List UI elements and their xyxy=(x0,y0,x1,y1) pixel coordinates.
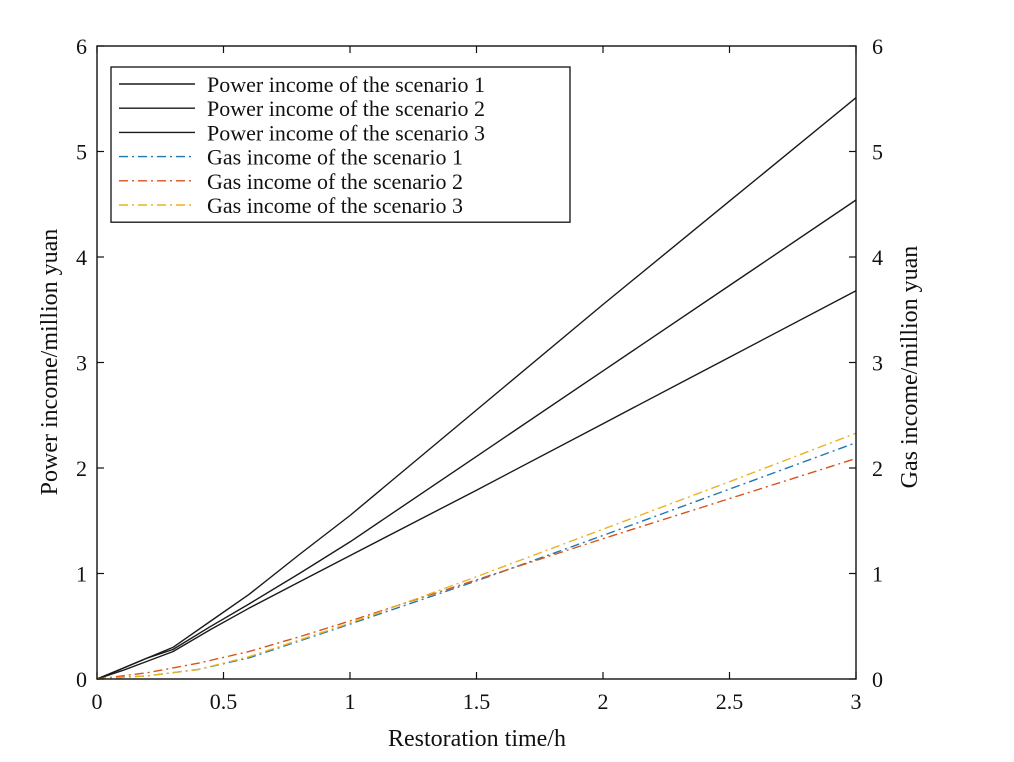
left-y-tick-label: 3 xyxy=(76,351,87,376)
x-axis-title: Restoration time/h xyxy=(388,726,566,752)
x-tick-label: 0.5 xyxy=(210,689,238,714)
right-y-tick-label: 6 xyxy=(872,34,883,59)
left-y-tick-label: 6 xyxy=(76,34,87,59)
left-y-tick-label: 0 xyxy=(76,667,87,692)
series-line-5 xyxy=(96,457,857,680)
legend-label: Gas income of the scenario 2 xyxy=(207,169,463,194)
legend-label: Gas income of the scenario 1 xyxy=(207,145,463,170)
x-tick-label: 0 xyxy=(92,689,103,714)
left-y-tick-label: 4 xyxy=(76,245,87,270)
x-tick-label: 2.5 xyxy=(716,689,744,714)
right-y-tick-label: 1 xyxy=(872,562,883,587)
series-line-2 xyxy=(96,199,857,680)
right-y-axis-title: Gas income/million yuan xyxy=(897,246,923,489)
x-tick-label: 2 xyxy=(598,689,609,714)
plot-area xyxy=(96,97,857,680)
x-tick-label: 1 xyxy=(345,689,356,714)
legend-label: Gas income of the scenario 3 xyxy=(207,193,463,218)
left-y-tick-label: 2 xyxy=(76,456,87,481)
right-y-tick-label: 4 xyxy=(872,245,883,270)
series-line-3 xyxy=(96,290,857,680)
legend-label: Power income of the scenario 2 xyxy=(207,96,485,121)
right-y-tick-label: 2 xyxy=(872,456,883,481)
left-y-axis-title: Power income/million yuan xyxy=(37,229,63,496)
left-y-tick-label: 1 xyxy=(76,562,87,587)
series-line-6 xyxy=(96,432,857,680)
legend-box xyxy=(110,66,571,223)
x-tick-label: 1.5 xyxy=(463,689,491,714)
right-y-tick-label: 5 xyxy=(872,140,883,165)
legend-label: Power income of the scenario 1 xyxy=(207,72,485,97)
series-line-4 xyxy=(96,442,857,680)
right-y-tick-label: 0 xyxy=(872,667,883,692)
left-y-tick-label: 5 xyxy=(76,140,87,165)
legend-label: Power income of the scenario 3 xyxy=(207,120,485,145)
right-y-tick-label: 3 xyxy=(872,351,883,376)
x-tick-label: 3 xyxy=(851,689,862,714)
